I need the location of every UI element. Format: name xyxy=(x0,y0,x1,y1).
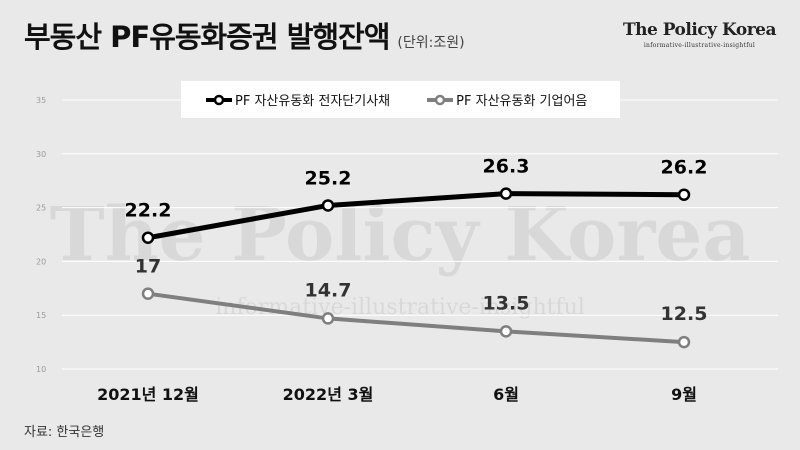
legend: PF 자산유동화 전자단기사채 PF 자산유동화 기업어음 xyxy=(181,81,620,118)
legend-item-series-0: PF 자산유동화 전자단기사채 xyxy=(205,90,390,109)
data-label: 14.7 xyxy=(305,279,352,301)
y-tick-label: 20 xyxy=(36,257,46,266)
y-tick-label: 25 xyxy=(36,204,46,213)
data-label: 22.2 xyxy=(125,200,172,222)
data-point xyxy=(321,199,335,212)
legend-label-series-1: PF 자산유동화 기업어음 xyxy=(456,94,588,109)
x-tick-label: 2021년 12월 xyxy=(97,385,199,404)
data-label: 12.5 xyxy=(661,303,708,325)
x-tick-label: 2022년 3월 xyxy=(283,385,374,404)
data-point xyxy=(499,187,513,200)
title-row: 부동산 PF유동화증권 발행잔액 (단위:조원) xyxy=(24,14,465,56)
y-tick-label: 15 xyxy=(36,311,46,320)
brand-tagline: informative-illustrative-insightful xyxy=(643,42,756,49)
data-point xyxy=(677,188,691,201)
data-point xyxy=(321,312,335,325)
source-note: 자료: 한국은행 xyxy=(24,425,105,440)
chart-title: 부동산 PF유동화증권 발행잔액 xyxy=(24,20,390,54)
series-line-1 xyxy=(146,291,686,345)
unit-label: (단위:조원) xyxy=(397,35,465,51)
brand-name: The Policy Korea xyxy=(622,20,777,40)
y-tick-label: 10 xyxy=(36,365,46,374)
y-tick-label: 30 xyxy=(36,150,46,159)
data-label: 17 xyxy=(135,256,161,278)
data-label: 26.3 xyxy=(483,156,530,178)
data-point xyxy=(499,325,513,338)
brand-logo: The Policy Korea informative-illustrativ… xyxy=(622,20,777,49)
watermark-tagline: informative-illustrative-insightful xyxy=(215,295,585,320)
data-point xyxy=(141,231,155,244)
series-line-0 xyxy=(145,191,687,241)
x-tick-label: 9월 xyxy=(671,385,697,404)
legend-marker-black-icon xyxy=(206,94,232,105)
series-0: 22.2 25.2 26.3 26.2 xyxy=(125,156,708,244)
data-label: 13.5 xyxy=(483,292,530,314)
data-label: 25.2 xyxy=(305,167,352,189)
series-1: 17 14.7 13.5 12.5 xyxy=(135,256,708,349)
y-tick-labels: 10 15 20 25 30 35 xyxy=(36,96,46,374)
x-tick-label: 6월 xyxy=(493,385,519,404)
series-layer: 22.2 25.2 26.3 26.2 17 14.7 13.5 12.5 xyxy=(125,156,708,349)
y-tick-label: 35 xyxy=(36,96,46,105)
data-point xyxy=(677,335,691,349)
x-tick-labels: 2021년 12월 2022년 3월 6월 9월 xyxy=(97,385,697,404)
legend-label-series-0: PF 자산유동화 전자단기사채 xyxy=(235,94,391,109)
legend-item-series-1: PF 자산유동화 기업어음 xyxy=(426,90,587,109)
data-point xyxy=(141,287,155,300)
legend-marker-gray-icon xyxy=(427,94,454,105)
data-label: 26.2 xyxy=(661,157,708,179)
